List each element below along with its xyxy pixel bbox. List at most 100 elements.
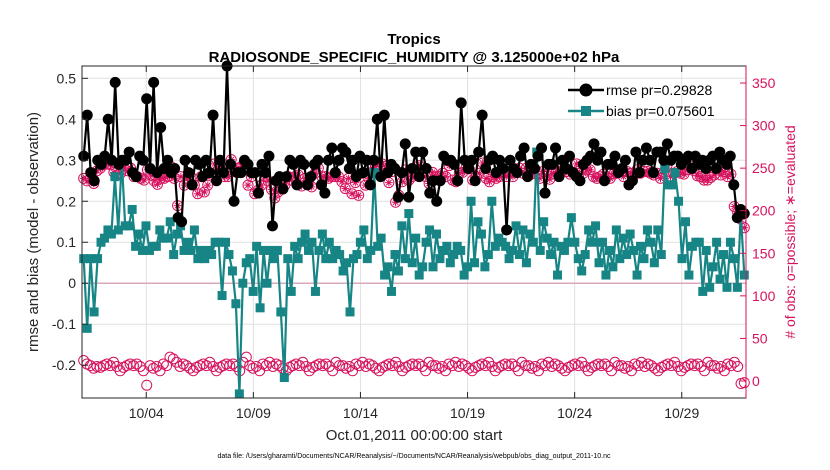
evaluated-marker [301,174,309,183]
bias-point [715,274,725,284]
bias-point [127,204,137,214]
bias-point [622,250,632,260]
rmse-point [214,154,226,166]
bias-point [539,217,549,227]
evaluated-marker [344,174,353,183]
y-axis-left: -0.2 -0.1 0 0.1 0.2 0.3 0.4 0.5 [52,70,88,373]
bias-point [473,217,483,227]
rmse-point [738,208,750,220]
bias-point [480,262,490,272]
bias-point [124,221,134,231]
evaluated-marker [200,188,209,196]
bias-point [653,225,663,235]
bias-point [245,254,255,264]
possible-marker [738,377,750,389]
evaluated-marker [723,172,732,181]
possible-marker [423,356,435,368]
bias-point [649,258,659,268]
y-tick-label: 0.3 [57,152,77,168]
bias-point [380,270,390,280]
bias-point [134,229,144,239]
rmse-point [396,167,408,179]
bias-point [345,307,355,317]
rmse-point [553,171,565,183]
possible-marker [705,172,717,184]
bias-point [694,237,704,247]
rmse-point [130,171,142,183]
rmse-point [207,109,219,121]
bias-point [483,250,493,260]
bias-point [393,266,403,276]
rmse-point [392,191,404,203]
evaluated-marker [552,167,561,176]
possible-marker [244,360,256,372]
bias-point [449,250,459,260]
bias-point [667,180,677,190]
possible-marker [131,358,143,370]
evaluated-marker [482,174,490,183]
rmse-point [326,142,338,154]
y-tick-label: -0.2 [52,357,76,373]
bias-point [625,229,635,239]
bias-point [559,245,569,255]
evaluated-marker [341,184,350,193]
possible-marker [516,356,528,368]
evaluated-marker [710,171,718,179]
bias-point [193,254,203,264]
bias-point [421,237,431,247]
evaluated-marker [693,172,702,180]
y-tick-label: -0.1 [52,316,76,332]
bias-point [131,241,141,251]
rmse-point [137,154,149,166]
footnote: data file: /Users/gharamti/Documents/NCA… [217,453,611,460]
bias-point [511,221,521,231]
rmse-point [420,162,432,174]
bias-point [227,266,237,276]
evaluated-marker [381,162,390,171]
rmse-point [123,146,135,158]
evaluated-marker [257,181,266,189]
bias-point [594,258,604,268]
bias-point [553,270,563,280]
rmse-point [710,162,722,174]
bias-point [698,286,708,296]
rmse-point [225,158,237,170]
bias-point [418,262,428,272]
rmse-point [162,154,174,166]
evaluated-marker [676,169,685,178]
bias-point [390,250,400,260]
possible-marker [708,360,720,372]
evaluated-marker [475,169,484,178]
bias-point [577,266,587,276]
rmse-point [305,171,317,183]
evaluated-marker [579,169,588,178]
bias-point [573,254,583,264]
evaluated-marker [83,177,91,185]
evaluated-marker [193,189,202,198]
rmse-point [249,167,261,179]
bias-point [366,245,376,255]
evaluated-marker [592,174,601,183]
bias-point [629,245,639,255]
rmse-point [312,154,324,166]
bias-point [397,221,407,231]
x-tick-label: 10/24 [557,405,592,421]
evaluated-marker [730,202,739,211]
bias-point [214,237,224,247]
bias-point [656,250,666,260]
rmse-point [81,109,93,121]
bias-point [708,262,718,272]
bias-point [186,245,196,255]
bias-point [82,323,92,333]
possible-marker [337,360,349,372]
bias-point [411,233,421,243]
x-tick-label: 10/04 [129,405,164,421]
legend: rmse pr=0.29828 bias pr=0.075601 [568,82,715,119]
evaluated-marker [210,160,219,168]
bias-point [297,237,307,247]
possible-marker [201,360,212,372]
x-tick-label: 10/09 [236,405,271,421]
possible-marker [665,360,677,372]
bias-point [719,250,729,260]
evaluated-marker [153,180,162,189]
